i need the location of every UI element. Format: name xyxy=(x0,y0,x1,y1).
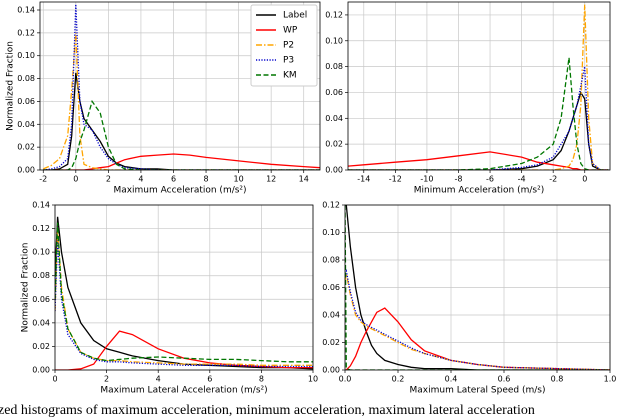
series-line xyxy=(345,268,610,370)
x-tick-label: 14 xyxy=(299,175,309,184)
y-tick-label: 0.06 xyxy=(17,97,35,106)
legend-label: Label xyxy=(283,11,307,21)
x-axis-label: Maximum Lateral Acceleration (m/s²) xyxy=(100,386,267,396)
y-tick-label: 0.06 xyxy=(325,88,343,97)
y-tick-label: 0.00 xyxy=(17,166,35,175)
caption: zed histograms of maximum acceleration, … xyxy=(0,403,535,418)
plot-frame xyxy=(344,204,611,371)
x-tick-label: 10 xyxy=(234,175,244,184)
x-tick-label: 0.0 xyxy=(339,375,352,384)
y-tick-label: 0.08 xyxy=(17,74,35,83)
y-tick-label: 0.10 xyxy=(17,51,35,60)
x-axis-label: Maximum Lateral Speed (m/s) xyxy=(410,386,546,396)
series-line xyxy=(345,273,610,370)
y-tick-label: 0.02 xyxy=(322,338,340,347)
y-tick-label: 0.10 xyxy=(32,248,50,257)
x-tick-label: -14 xyxy=(357,175,370,184)
series-line xyxy=(345,205,610,370)
y-tick-label: 0.08 xyxy=(325,62,343,71)
x-tick-label: 1.0 xyxy=(604,375,617,384)
legend-label: P2 xyxy=(283,41,294,51)
y-tick-label: 0.00 xyxy=(325,166,343,175)
x-tick-label: 0.2 xyxy=(392,375,405,384)
x-tick-label: 0.4 xyxy=(445,375,458,384)
series-line xyxy=(43,32,320,170)
y-tick-label: 0.02 xyxy=(32,342,50,351)
y-tick-label: 0.10 xyxy=(322,228,340,237)
x-tick-label: 8 xyxy=(259,375,264,384)
y-tick-label: 0.14 xyxy=(17,6,35,15)
series-line xyxy=(43,72,320,170)
x-tick-label: 0.8 xyxy=(551,375,564,384)
y-tick-label: 0.12 xyxy=(17,28,35,37)
x-tick-label: -8 xyxy=(454,175,462,184)
y-tick-label: 0.12 xyxy=(322,201,340,210)
series-line xyxy=(348,66,609,170)
x-tick-label: 0 xyxy=(582,175,587,184)
y-tick-label: 0.14 xyxy=(32,201,50,210)
x-tick-label: -4 xyxy=(518,175,526,184)
series-line xyxy=(55,222,313,363)
x-tick-label: 0.6 xyxy=(498,375,511,384)
series-line xyxy=(348,151,609,170)
series-line xyxy=(55,330,313,370)
y-axis-label: Normalized Fraction xyxy=(6,41,16,131)
plot-frame xyxy=(54,204,314,371)
y-tick-label: 0.08 xyxy=(322,256,340,265)
y-tick-label: 0.00 xyxy=(322,366,340,375)
y-tick-label: 0.06 xyxy=(32,295,50,304)
x-tick-label: -12 xyxy=(389,175,402,184)
y-tick-label: 0.10 xyxy=(325,36,343,45)
x-tick-label: -2 xyxy=(39,175,47,184)
legend-label: P3 xyxy=(283,56,294,66)
y-axis-label: Normalized Fraction xyxy=(21,243,31,333)
series-line xyxy=(55,240,313,368)
plot-frame xyxy=(39,1,321,171)
y-tick-label: 0.04 xyxy=(322,311,340,320)
x-axis-label: Minimum Acceleration (m/s²) xyxy=(414,186,544,196)
series-line xyxy=(55,216,313,370)
x-axis-label: Maximum Acceleration (m/s²) xyxy=(113,186,246,196)
x-tick-label: 8 xyxy=(203,175,208,184)
series-line xyxy=(348,4,609,170)
x-tick-label: -6 xyxy=(486,175,494,184)
x-tick-label: 10 xyxy=(308,375,318,384)
y-tick-label: 0.04 xyxy=(32,318,50,327)
y-tick-label: 0.04 xyxy=(325,114,343,123)
x-tick-label: 2 xyxy=(104,375,109,384)
x-tick-label: 4 xyxy=(138,175,143,184)
x-tick-label: 2 xyxy=(106,175,111,184)
x-tick-label: -2 xyxy=(549,175,557,184)
y-tick-label: 0.00 xyxy=(32,366,50,375)
series-line xyxy=(43,4,320,170)
x-tick-label: -10 xyxy=(420,175,433,184)
y-tick-label: 0.12 xyxy=(325,10,343,19)
x-tick-label: 12 xyxy=(266,175,276,184)
y-tick-label: 0.02 xyxy=(325,140,343,149)
series-line xyxy=(43,99,320,170)
x-tick-label: 6 xyxy=(171,175,176,184)
y-tick-label: 0.12 xyxy=(32,224,50,233)
series-line xyxy=(55,228,313,366)
plot-frame xyxy=(347,1,611,171)
legend-box xyxy=(250,4,318,87)
y-tick-label: 0.02 xyxy=(17,143,35,152)
x-tick-label: 0 xyxy=(52,375,57,384)
y-tick-label: 0.08 xyxy=(32,271,50,280)
x-tick-label: 6 xyxy=(207,375,212,384)
y-tick-label: 0.06 xyxy=(322,283,340,292)
series-line xyxy=(43,153,320,170)
legend-label: WP xyxy=(283,26,298,36)
legend-label: KM xyxy=(283,71,297,81)
x-tick-label: 4 xyxy=(156,375,161,384)
x-tick-label: 0 xyxy=(73,175,78,184)
y-tick-label: 0.04 xyxy=(17,120,35,129)
